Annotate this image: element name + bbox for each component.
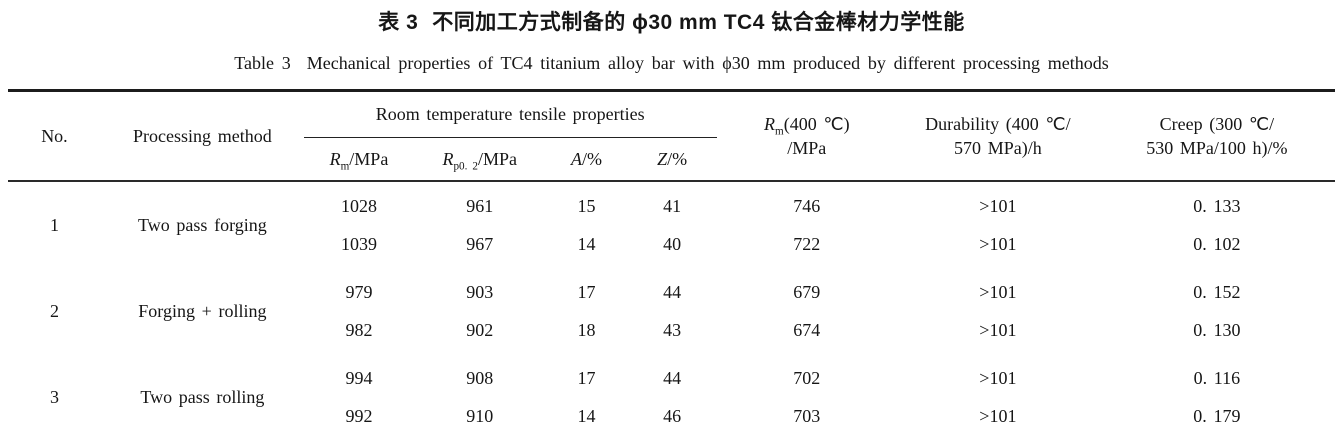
- cell-durability: >101: [979, 368, 1017, 388]
- subscript-m: m: [775, 125, 784, 138]
- table-caption-en-text: Mechanical properties of TC4 titanium al…: [306, 53, 1109, 73]
- table-row-group2-sub2: 982 902 18 43 674 >101 0. 130: [8, 312, 1335, 354]
- creep-line1: Creep (300 ℃/: [1159, 114, 1275, 134]
- cell-rm: 994: [345, 368, 373, 388]
- cell-rp02: 903: [466, 282, 494, 302]
- cell-rm: 979: [345, 282, 373, 302]
- cell-processing-method: Two pass rolling: [140, 386, 265, 407]
- rm-400-line2: /MPa: [787, 138, 827, 158]
- cell-rp02: 908: [466, 368, 494, 388]
- table-caption-cn-text: 不同加工方式制备的 ϕ30 mm TC4 钛合金棒材力学性能: [432, 11, 965, 34]
- cell-elongation: 17: [577, 282, 596, 302]
- z-unit: /%: [667, 148, 688, 169]
- cell-no: 1: [49, 214, 59, 235]
- a-unit: /%: [582, 148, 603, 169]
- rm-unit: /MPa: [349, 148, 389, 169]
- creep-line2: 530 MPa/100 h)/%: [1146, 138, 1288, 158]
- rm-400-condition: (400 ℃): [783, 114, 850, 134]
- cell-no: 2: [49, 300, 59, 321]
- cell-creep: 0. 130: [1193, 320, 1241, 340]
- cell-durability: >101: [979, 282, 1017, 302]
- cell-reduction: 43: [663, 320, 682, 340]
- col-header-rm-400: Rm(400 ℃) /MPa: [716, 90, 898, 182]
- cell-durability: >101: [979, 406, 1017, 426]
- rm-400-line1: Rm(400 ℃): [721, 112, 893, 138]
- table-row-group3-sub2: 992 910 14 46 703 >101 0. 179: [8, 398, 1335, 436]
- table-number-en: Table 3: [234, 53, 291, 73]
- table-caption-english: Table 3 Mechanical properties of TC4 tita…: [8, 51, 1335, 75]
- col-header-rm: Rm/MPa: [303, 137, 415, 182]
- cell-rm400: 702: [793, 368, 821, 388]
- mechanical-properties-table: No. Processing method Room temperature t…: [8, 89, 1335, 436]
- table-row-group1-sub1: 1 Two pass forging 1028 961 15 41 746 >1…: [8, 181, 1335, 235]
- cell-creep: 0. 102: [1193, 234, 1241, 254]
- cell-rm400: 674: [793, 320, 821, 340]
- col-header-reduction: Z/%: [627, 137, 717, 182]
- subscript-p02: p0. 2: [453, 160, 478, 173]
- cell-creep: 0. 133: [1193, 196, 1241, 216]
- col-header-elongation: A/%: [545, 137, 628, 182]
- table-header: No. Processing method Room temperature t…: [8, 90, 1335, 182]
- cell-rm: 992: [345, 406, 373, 426]
- col-header-no: No.: [8, 90, 101, 182]
- durability-line1: Durability (400 ℃/: [925, 114, 1071, 134]
- table-row-group2-sub1: 2 Forging + rolling 979 903 17 44 679 >1…: [8, 268, 1335, 321]
- cell-durability: >101: [979, 196, 1017, 216]
- table-number-cn: 表 3: [378, 11, 419, 34]
- cell-rm400: 679: [793, 282, 821, 302]
- cell-rp02: 910: [466, 406, 494, 426]
- cell-rm400: 746: [793, 196, 821, 216]
- symbol-R: R: [764, 114, 776, 134]
- cell-reduction: 46: [663, 406, 682, 426]
- cell-rp02: 961: [466, 196, 494, 216]
- table-caption-chinese: 表 3 不同加工方式制备的 ϕ30 mm TC4 钛合金棒材力学性能: [8, 10, 1335, 36]
- cell-creep: 0. 116: [1193, 368, 1241, 388]
- cell-elongation: 17: [577, 368, 596, 388]
- col-header-durability: Durability (400 ℃/ 570 MPa)/h: [897, 90, 1099, 182]
- col-header-processing-method: Processing method: [100, 90, 304, 182]
- cell-elongation: 14: [577, 234, 596, 254]
- symbol-Z: Z: [657, 148, 668, 169]
- cell-elongation: 15: [577, 196, 596, 216]
- rp02-unit: /MPa: [477, 148, 517, 169]
- cell-rm: 982: [345, 320, 373, 340]
- cell-processing-method: Two pass forging: [138, 214, 267, 235]
- cell-rm400: 722: [793, 234, 821, 254]
- symbol-R: R: [329, 148, 341, 169]
- cell-creep: 0. 179: [1193, 406, 1241, 426]
- cell-rm: 1028: [340, 196, 377, 216]
- header-row-2: Rm/MPa Rp0. 2/MPa A/% Z/%: [8, 137, 1335, 182]
- symbol-R: R: [442, 148, 454, 169]
- col-group-header-tensile: Room temperature tensile properties: [303, 90, 717, 138]
- cell-no: 3: [49, 386, 59, 407]
- table-row-group1-sub2: 1039 967 14 40 722 >101 0. 102: [8, 226, 1335, 268]
- cell-rp02: 967: [466, 234, 494, 254]
- cell-rm400: 703: [793, 406, 821, 426]
- table-body: 1 Two pass forging 1028 961 15 41 746 >1…: [8, 181, 1335, 436]
- table-row-group3-sub1: 3 Two pass rolling 994 908 17 44 702 >10…: [8, 354, 1335, 407]
- cell-rp02: 902: [466, 320, 494, 340]
- durability-line2: 570 MPa)/h: [954, 138, 1042, 158]
- cell-reduction: 40: [663, 234, 682, 254]
- cell-elongation: 14: [577, 406, 596, 426]
- cell-durability: >101: [979, 320, 1017, 340]
- cell-reduction: 41: [663, 196, 682, 216]
- col-header-creep: Creep (300 ℃/ 530 MPa/100 h)/%: [1098, 90, 1335, 182]
- cell-elongation: 18: [577, 320, 596, 340]
- cell-creep: 0. 152: [1193, 282, 1241, 302]
- col-header-rp02: Rp0. 2/MPa: [414, 137, 546, 182]
- symbol-A: A: [571, 148, 583, 169]
- cell-reduction: 44: [663, 282, 682, 302]
- cell-durability: >101: [979, 234, 1017, 254]
- cell-processing-method: Forging + rolling: [138, 300, 267, 321]
- header-row-1: No. Processing method Room temperature t…: [8, 90, 1335, 182]
- subscript-m: m: [340, 160, 350, 173]
- cell-rm: 1039: [340, 234, 377, 254]
- cell-reduction: 44: [663, 368, 682, 388]
